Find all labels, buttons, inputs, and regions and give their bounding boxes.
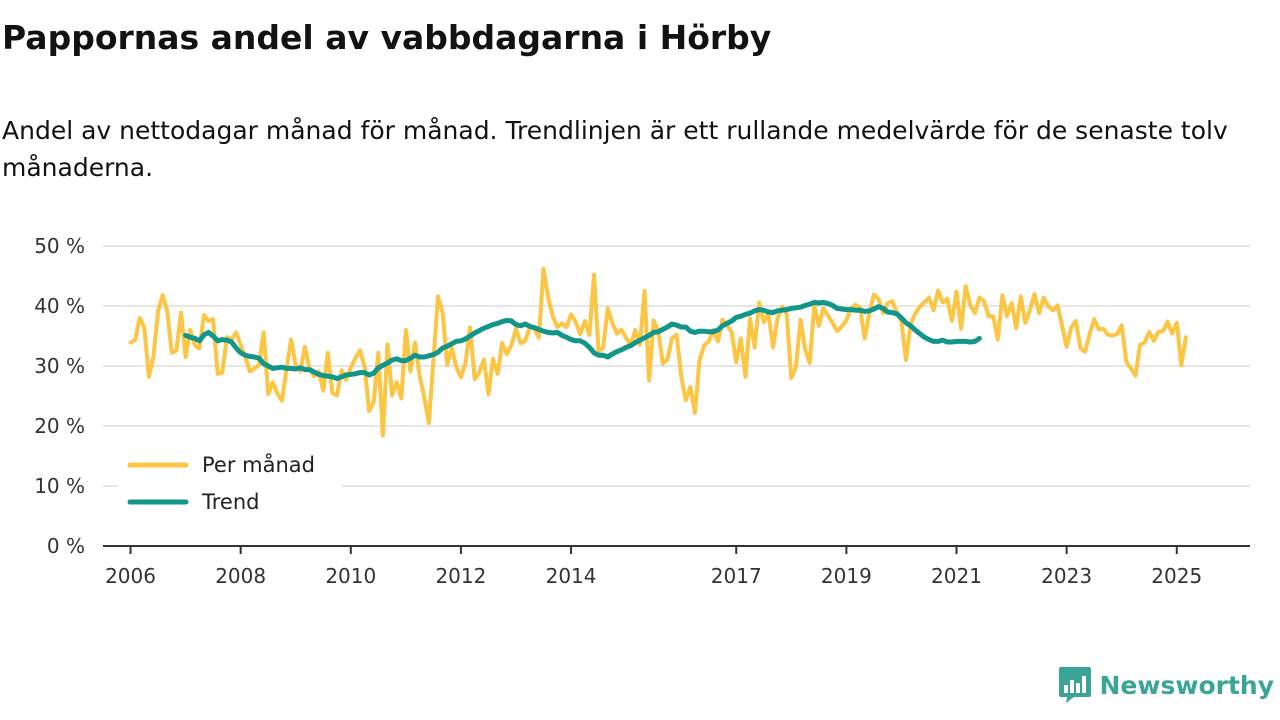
chart-subtitle: Andel av nettodagar månad för månad. Tre… [2, 116, 1228, 182]
legend-label-trend: Trend [201, 490, 259, 514]
x-tick-label: 2012 [435, 564, 486, 588]
x-tick-label: 2006 [105, 564, 156, 588]
legend: Per månad Trend [118, 446, 342, 524]
y-tick-label: 40 % [34, 294, 85, 318]
x-tick-label: 2021 [931, 564, 982, 588]
x-tick-label: 2025 [1151, 564, 1202, 588]
series-lines [128, 266, 1188, 438]
y-tick-label: 20 % [34, 414, 85, 438]
legend-label-per-manad: Per månad [202, 452, 315, 477]
y-tick-label: 50 % [34, 234, 85, 258]
y-axis-labels: 0 % 10 % 20 % 30 % 40 % 50 % [34, 234, 85, 558]
x-tick-label: 2010 [325, 564, 376, 588]
x-tick-label: 2008 [215, 564, 266, 588]
x-tick-label: 2023 [1041, 564, 1092, 588]
y-tick-label: 30 % [34, 354, 85, 378]
y-tick-label: 0 % [47, 534, 85, 558]
brand-name: Newsworthy [1099, 670, 1275, 700]
x-axis: 2006 2008 2010 2012 2014 2017 2019 2021 2023 2025 [103, 545, 1250, 588]
chart-title: Pappornas andel av vabbdagarna i Hörby [2, 18, 772, 57]
x-tick-label: 2014 [546, 564, 597, 588]
newsworthy-logo-icon [1058, 667, 1091, 703]
newsworthy-brand: Newsworthy [1058, 666, 1275, 704]
series-line-trend [183, 299, 982, 382]
legend-background [118, 446, 342, 524]
x-tick-label: 2017 [711, 564, 762, 588]
y-tick-label: 10 % [34, 474, 85, 498]
x-tick-label: 2019 [821, 564, 872, 588]
series-line-monthly [128, 266, 1188, 438]
